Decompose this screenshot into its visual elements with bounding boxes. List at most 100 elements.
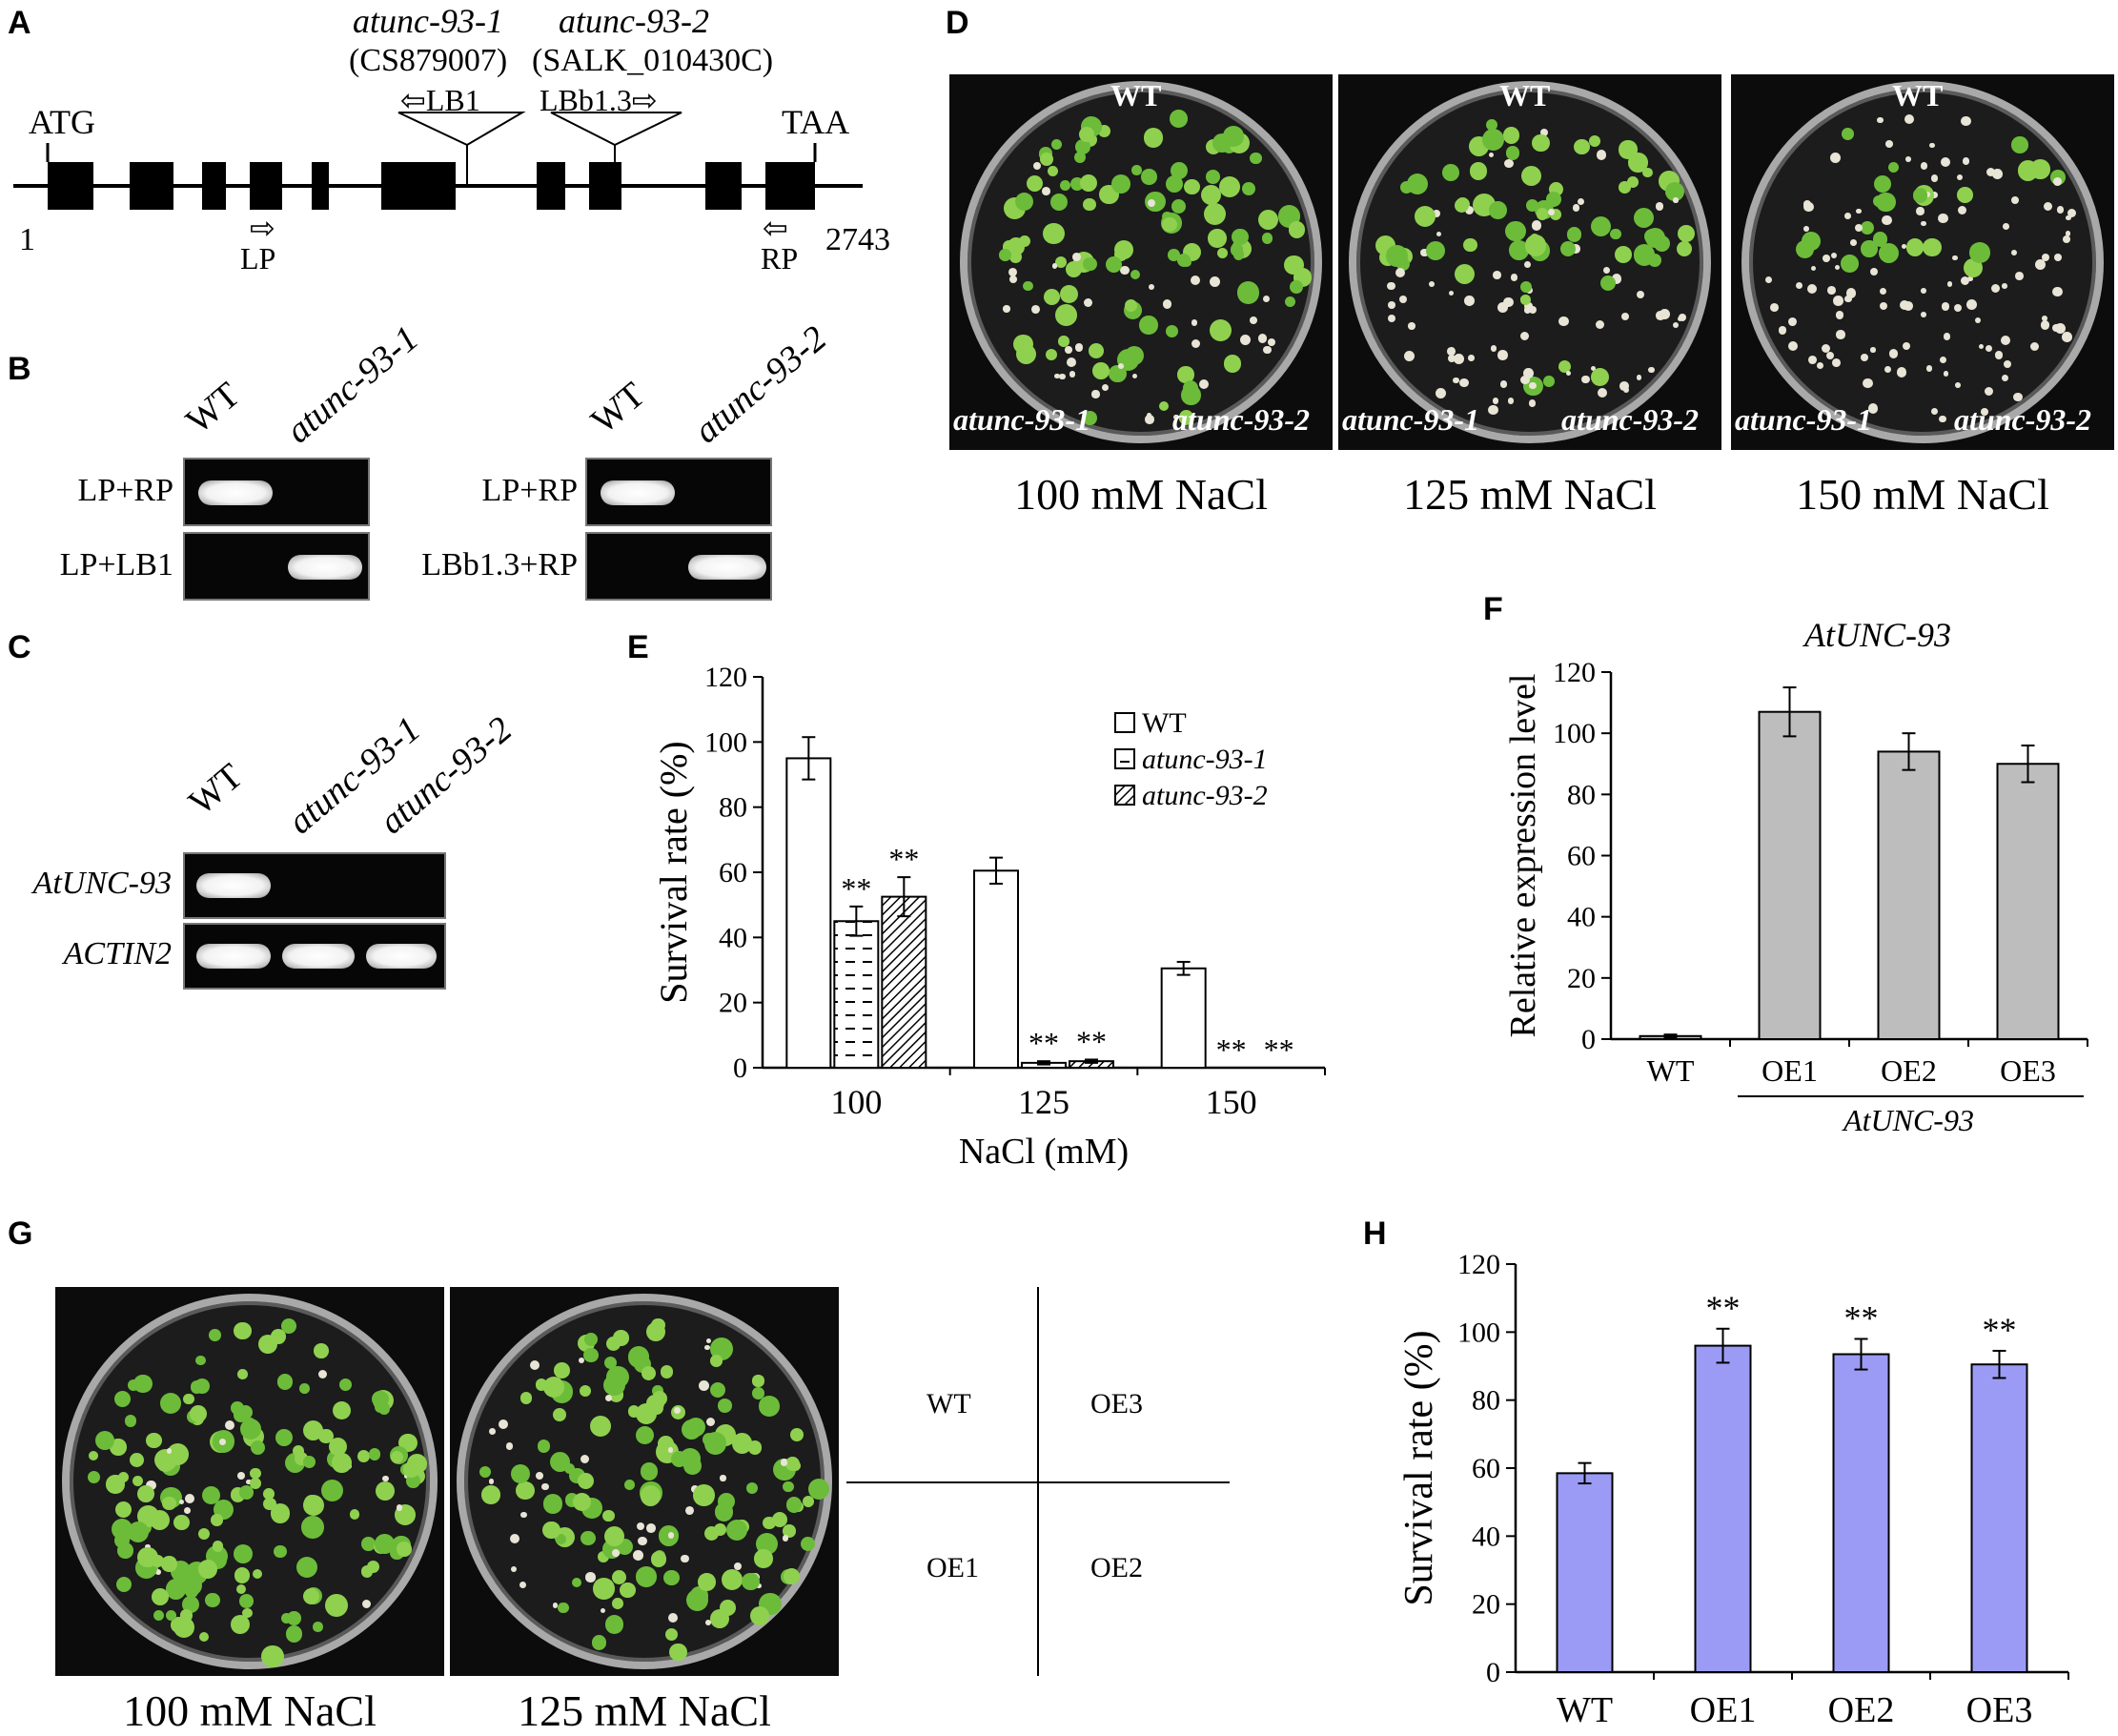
seedling	[713, 1615, 724, 1627]
gene-model-diagram: atunc-93-1 (CS879007) atunc-93-2 (SALK_0…	[13, 2, 890, 276]
seedling	[1453, 353, 1464, 364]
seedling	[301, 1516, 325, 1539]
seedling	[391, 1450, 404, 1463]
seedling	[328, 1437, 348, 1457]
seedling	[1595, 319, 1605, 330]
seedling	[585, 1572, 596, 1583]
seedling	[1003, 305, 1010, 313]
exon	[537, 162, 565, 210]
seedling	[759, 1396, 780, 1417]
seedling	[1984, 386, 1993, 396]
exon	[250, 162, 282, 210]
y-tick-label: 20	[1472, 1589, 1500, 1621]
seedling	[1250, 317, 1258, 325]
y-tick-label: 80	[719, 792, 747, 824]
lbb13-label: LBb1.3⇨	[540, 83, 658, 117]
seedling	[250, 1440, 265, 1456]
seedling	[2043, 202, 2052, 212]
x-tick-label: 150	[1206, 1083, 1257, 1121]
seedling	[558, 1603, 569, 1614]
seedling	[1581, 375, 1590, 384]
seedling	[257, 1335, 277, 1355]
seedling	[689, 1586, 709, 1605]
seedling	[1059, 180, 1070, 192]
seedling	[1529, 381, 1537, 389]
seedling	[784, 1456, 800, 1471]
seedling	[1018, 235, 1030, 248]
seedling	[620, 1582, 636, 1599]
seedling	[201, 1486, 220, 1505]
seedling	[173, 1616, 195, 1639]
seedling	[1172, 414, 1179, 420]
panel-label-h: H	[1363, 1215, 1387, 1252]
seedling	[752, 1375, 764, 1387]
seedling	[1074, 343, 1084, 352]
seedling	[114, 1501, 132, 1519]
seedling	[600, 1607, 605, 1614]
seedling	[165, 1579, 186, 1600]
seedling	[1426, 241, 1445, 260]
seedling	[1182, 379, 1199, 397]
seedling	[1237, 281, 1260, 304]
seedling	[1385, 244, 1408, 267]
seedling	[611, 1570, 626, 1585]
seedling	[181, 1595, 200, 1613]
seedling	[1071, 252, 1081, 261]
seedling	[2035, 258, 2046, 270]
seedling	[1042, 222, 1065, 245]
significance-mark: **	[1983, 1311, 2017, 1349]
plate-photo	[55, 1287, 444, 1676]
seedling	[183, 1393, 194, 1405]
seedling	[2062, 331, 2073, 342]
plate-label-mutant2: atunc-93-2	[1954, 402, 2091, 437]
seedling	[1481, 129, 1504, 152]
significance-mark: **	[841, 871, 871, 906]
seedling	[553, 1407, 567, 1421]
seedling	[530, 1359, 540, 1371]
seedling	[1884, 365, 1891, 373]
tdna-insertion-1	[397, 112, 526, 186]
seedling	[275, 1429, 293, 1446]
rtpcr-row2-label: ACTIN2	[63, 936, 172, 971]
seedling	[1821, 344, 1830, 354]
seedling	[1459, 378, 1469, 388]
seedling	[246, 1479, 252, 1485]
seedling	[1442, 164, 1459, 182]
seedling	[1964, 258, 1984, 278]
seedling	[693, 1484, 715, 1506]
seedling	[1510, 274, 1518, 282]
seedling	[612, 1597, 624, 1609]
seedling	[488, 1479, 495, 1485]
seedling	[1769, 303, 1779, 312]
seedling	[211, 1513, 224, 1526]
seedling	[1877, 116, 1884, 124]
seedling	[1558, 359, 1571, 374]
seedling	[1047, 165, 1058, 176]
seedling	[584, 1333, 599, 1347]
seedling	[1465, 206, 1475, 215]
seedling	[1408, 322, 1415, 330]
seedling	[1860, 220, 1874, 235]
seedling	[1863, 378, 1873, 389]
seedling	[1191, 319, 1197, 326]
seedling	[1941, 302, 1950, 311]
seedling	[1078, 126, 1094, 142]
gel1-col-wt: WT	[178, 375, 248, 442]
seedling	[1490, 345, 1497, 352]
seedling	[1833, 296, 1843, 306]
seedling	[698, 1573, 716, 1591]
gel2-row2-image	[585, 532, 772, 601]
x-tick-label: OE2	[1828, 1690, 1895, 1730]
y-axis-title: Relative expression level	[1503, 674, 1543, 1038]
y-tick-label: 100	[704, 726, 747, 758]
seedling	[1147, 413, 1152, 419]
seedling	[2040, 320, 2050, 330]
seedling	[372, 1390, 389, 1408]
panel-label-g: G	[8, 1215, 33, 1252]
seedling	[1263, 295, 1271, 302]
seedling	[1925, 365, 1932, 372]
seedling	[1548, 209, 1556, 216]
seedling	[1447, 347, 1456, 356]
seedling	[564, 1463, 576, 1475]
seedling	[189, 1405, 208, 1423]
